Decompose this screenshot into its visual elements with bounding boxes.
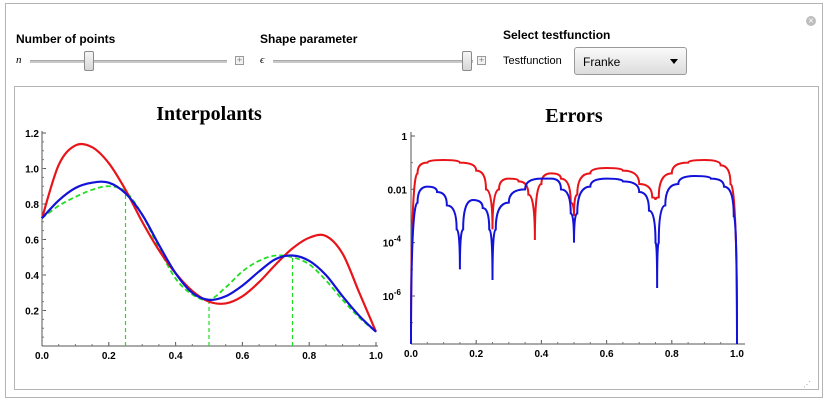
x-tick-label: 0.2 — [469, 349, 483, 360]
interpolants-chart: 0.0 0.2 0.4 0.6 0.8 1.0 0.2 0.4 0.6 0.8 1.0 1.2 — [25, 129, 383, 362]
blue-series-line — [41, 180, 377, 333]
red-error-line — [410, 158, 738, 345]
x-tick-label: 0.4 — [534, 349, 548, 360]
y-tick-label: 10-4 — [383, 235, 402, 250]
errors-title: Errors — [545, 105, 603, 127]
y-tick-label: 1.2 — [25, 129, 39, 140]
shape-expand-icon[interactable]: + — [477, 56, 486, 65]
output-panel — [14, 86, 819, 390]
y-tick-label: 0.6 — [25, 236, 39, 247]
x-tick-label: 0.6 — [235, 351, 249, 362]
y-tick-label: 1 — [401, 132, 407, 143]
testfunction-selected: Franke — [583, 55, 621, 69]
points-expand-icon[interactable]: + — [235, 56, 244, 65]
points-symbol: n — [16, 54, 22, 66]
errors-chart: 0.0 0.2 0.4 0.6 0.8 1.0 1 0.01 10-4 10-6 — [383, 132, 745, 360]
x-tick-label: 0.0 — [404, 349, 418, 360]
y-tick-label: 0.8 — [25, 200, 39, 211]
shape-slider-track[interactable] — [273, 60, 473, 63]
points-label: Number of points — [16, 32, 116, 46]
testfunction-select[interactable]: Franke — [574, 47, 687, 75]
blue-error-line — [410, 174, 738, 345]
x-tick-label: 0.4 — [169, 351, 183, 362]
shape-slider-thumb[interactable] — [462, 51, 472, 71]
x-tick-label: 0.8 — [665, 349, 679, 360]
y-tick-label: 1.0 — [25, 165, 39, 176]
close-icon[interactable]: × — [806, 16, 816, 26]
x-tick-label: 0.2 — [102, 351, 116, 362]
x-tick-label: 1.0 — [369, 351, 383, 362]
interpolants-title: Interpolants — [156, 103, 262, 125]
points-slider-track[interactable] — [30, 60, 227, 63]
y-tick-label: 10-6 — [383, 288, 402, 303]
shape-label: Shape parameter — [260, 32, 358, 46]
y-tick-label: 0.2 — [25, 307, 39, 318]
chevron-down-icon — [670, 59, 678, 64]
x-tick-label: 0.8 — [302, 351, 316, 362]
resize-grip-icon[interactable]: ⋰ — [803, 380, 811, 389]
y-tick-label: 0.01 — [388, 185, 408, 196]
x-tick-label: 0.6 — [600, 349, 614, 360]
testfunction-label: Testfunction — [503, 55, 562, 67]
points-slider-thumb[interactable] — [84, 51, 95, 71]
x-tick-label: 1.0 — [730, 349, 744, 360]
shape-symbol: ϵ — [260, 54, 265, 66]
x-tick-label: 0.0 — [35, 351, 49, 362]
y-tick-label: 0.4 — [25, 271, 39, 282]
testfunction-heading: Select testfunction — [503, 28, 611, 42]
red-series-line — [40, 142, 378, 333]
